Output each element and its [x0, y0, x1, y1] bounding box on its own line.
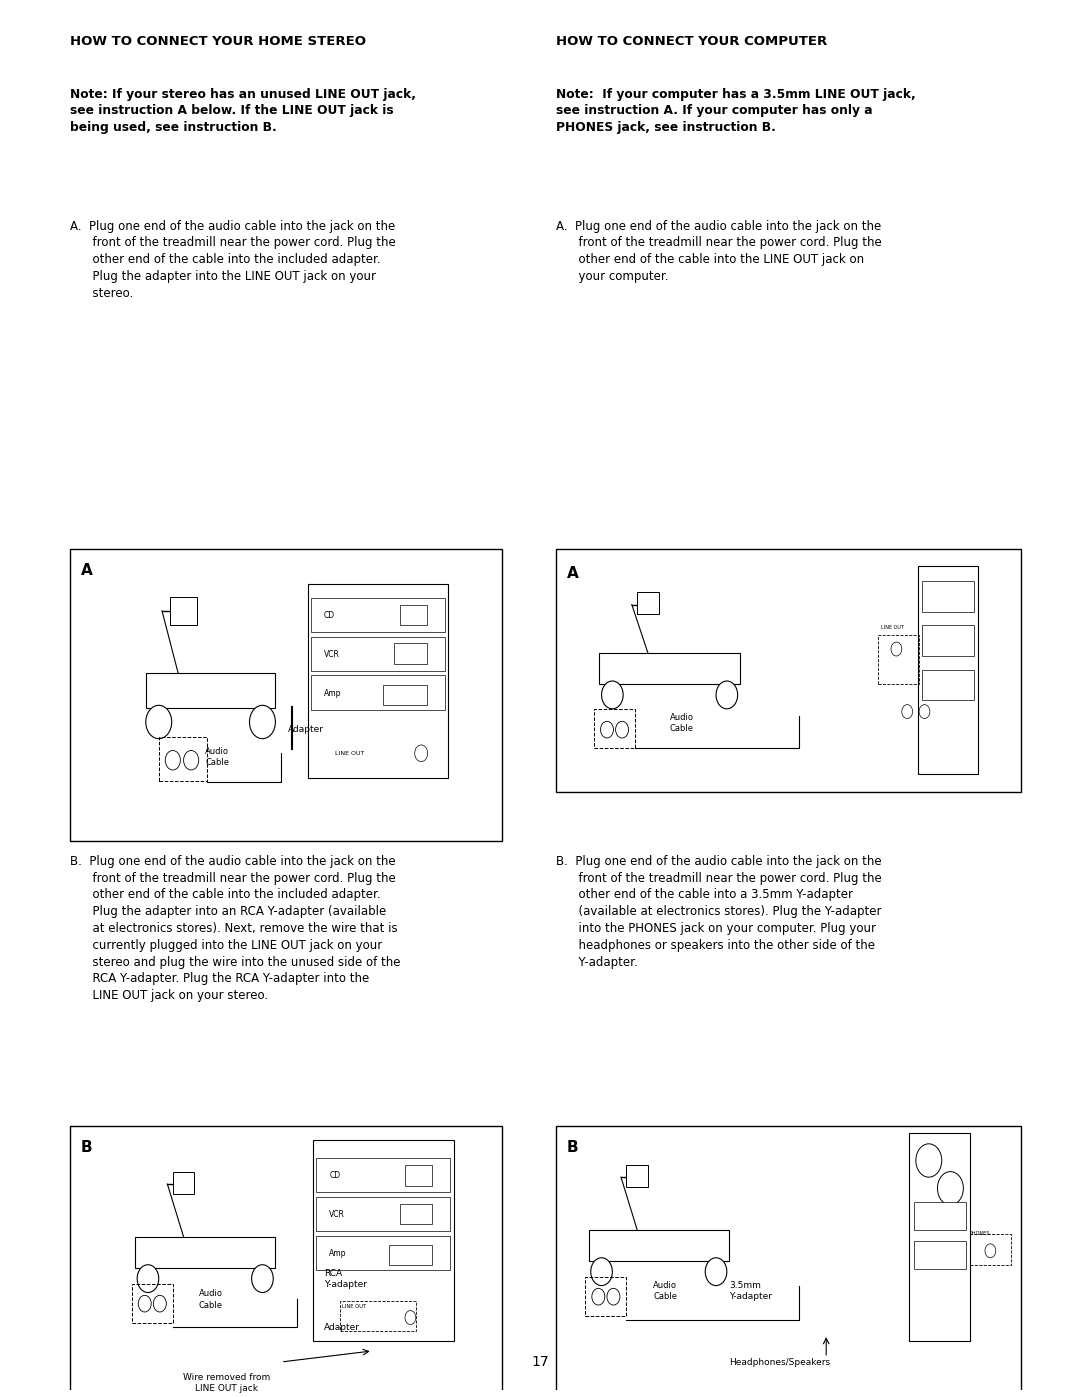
Circle shape	[415, 745, 428, 761]
Bar	[400, 605, 427, 626]
Circle shape	[600, 721, 613, 738]
Circle shape	[902, 704, 913, 718]
Text: Audio
Cable: Audio Cable	[653, 1281, 677, 1301]
Circle shape	[153, 1295, 166, 1312]
Bar	[70, 549, 502, 841]
Text: Adapter: Adapter	[288, 725, 324, 735]
Text: Audio
Cable: Audio Cable	[199, 1289, 222, 1309]
Text: Note: If your stereo has an unused LINE OUT jack,
see instruction A below. If th: Note: If your stereo has an unused LINE …	[70, 88, 416, 134]
Circle shape	[138, 1295, 151, 1312]
Bar	[556, 1126, 1021, 1397]
Bar	[308, 584, 448, 778]
Circle shape	[591, 1257, 612, 1285]
Bar	[918, 566, 978, 774]
Text: Amp: Amp	[329, 1249, 347, 1259]
Bar	[170, 597, 197, 624]
Bar	[589, 1229, 729, 1260]
Bar	[914, 1203, 966, 1229]
Bar	[405, 1165, 432, 1186]
Text: HOW TO CONNECT YOUR COMPUTER: HOW TO CONNECT YOUR COMPUTER	[556, 35, 827, 47]
Text: Wire removed from
LINE OUT jack: Wire removed from LINE OUT jack	[184, 1373, 270, 1393]
Text: A.  Plug one end of the audio cable into the jack on the
      front of the trea: A. Plug one end of the audio cable into …	[70, 219, 396, 300]
Bar	[922, 581, 974, 612]
Circle shape	[891, 643, 902, 657]
Bar	[135, 1236, 275, 1267]
Bar	[878, 636, 919, 683]
Bar	[316, 1235, 450, 1270]
Bar	[313, 1140, 454, 1341]
Text: VCR: VCR	[329, 1210, 346, 1220]
Bar	[389, 1245, 432, 1264]
Bar	[585, 1277, 626, 1316]
Text: Headphones/Speakers: Headphones/Speakers	[729, 1358, 831, 1366]
Bar	[132, 1284, 173, 1323]
Text: CD: CD	[329, 1171, 340, 1180]
Text: A.  Plug one end of the audio cable into the jack on the
      front of the trea: A. Plug one end of the audio cable into …	[556, 219, 882, 284]
Bar	[594, 708, 635, 747]
Bar	[146, 673, 275, 708]
Circle shape	[146, 705, 172, 739]
Circle shape	[916, 1144, 942, 1178]
Text: A: A	[567, 566, 579, 581]
Bar	[311, 675, 445, 710]
Bar	[914, 1241, 966, 1268]
Text: 17: 17	[531, 1355, 549, 1369]
Circle shape	[607, 1288, 620, 1305]
Bar	[556, 549, 1021, 792]
Bar	[922, 626, 974, 657]
Circle shape	[985, 1243, 996, 1257]
Bar	[340, 1301, 416, 1331]
Text: B.  Plug one end of the audio cable into the jack on the
      front of the trea: B. Plug one end of the audio cable into …	[556, 855, 882, 968]
Bar	[970, 1234, 1011, 1264]
Bar	[173, 1172, 194, 1194]
Circle shape	[716, 680, 738, 708]
Circle shape	[184, 750, 199, 770]
Bar	[311, 637, 445, 672]
Bar	[383, 685, 427, 704]
Bar	[70, 1126, 502, 1397]
Text: 3.5mm
Y-adapter: 3.5mm Y-adapter	[729, 1281, 772, 1301]
Circle shape	[937, 1172, 963, 1206]
Text: A: A	[81, 563, 93, 578]
Circle shape	[165, 750, 180, 770]
Bar	[626, 1165, 648, 1187]
Bar	[316, 1158, 450, 1193]
Text: LINE OUT: LINE OUT	[881, 626, 904, 630]
Text: HOW TO CONNECT YOUR HOME STEREO: HOW TO CONNECT YOUR HOME STEREO	[70, 35, 366, 47]
Bar	[316, 1197, 450, 1231]
Bar	[311, 598, 445, 633]
Bar	[400, 1204, 432, 1224]
Circle shape	[602, 680, 623, 708]
Text: B: B	[567, 1140, 579, 1155]
Bar	[637, 592, 659, 615]
Circle shape	[592, 1288, 605, 1305]
Text: Adapter: Adapter	[324, 1323, 360, 1331]
Bar	[922, 671, 974, 700]
Circle shape	[919, 704, 930, 718]
Text: Audio
Cable: Audio Cable	[670, 712, 693, 733]
Bar	[159, 736, 207, 781]
Text: CD: CD	[324, 610, 335, 620]
Text: Amp: Amp	[324, 689, 341, 698]
Text: LINE OUT: LINE OUT	[335, 750, 364, 756]
Text: B: B	[81, 1140, 93, 1155]
Text: Audio
Cable: Audio Cable	[205, 747, 229, 767]
Bar	[599, 654, 740, 683]
Circle shape	[137, 1264, 159, 1292]
Circle shape	[252, 1264, 273, 1292]
Text: PHONES: PHONES	[970, 1231, 990, 1236]
Text: B.  Plug one end of the audio cable into the jack on the
      front of the trea: B. Plug one end of the audio cable into …	[70, 855, 401, 1002]
Text: Note:  If your computer has a 3.5mm LINE OUT jack,
see instruction A. If your co: Note: If your computer has a 3.5mm LINE …	[556, 88, 916, 134]
Circle shape	[616, 721, 629, 738]
Text: VCR: VCR	[324, 650, 340, 659]
Text: RCA
Y-adapter: RCA Y-adapter	[324, 1268, 367, 1288]
Bar	[909, 1133, 970, 1341]
Circle shape	[249, 705, 275, 739]
Circle shape	[405, 1310, 416, 1324]
Bar	[394, 644, 427, 665]
Text: LINE OUT: LINE OUT	[342, 1303, 366, 1309]
Circle shape	[705, 1257, 727, 1285]
